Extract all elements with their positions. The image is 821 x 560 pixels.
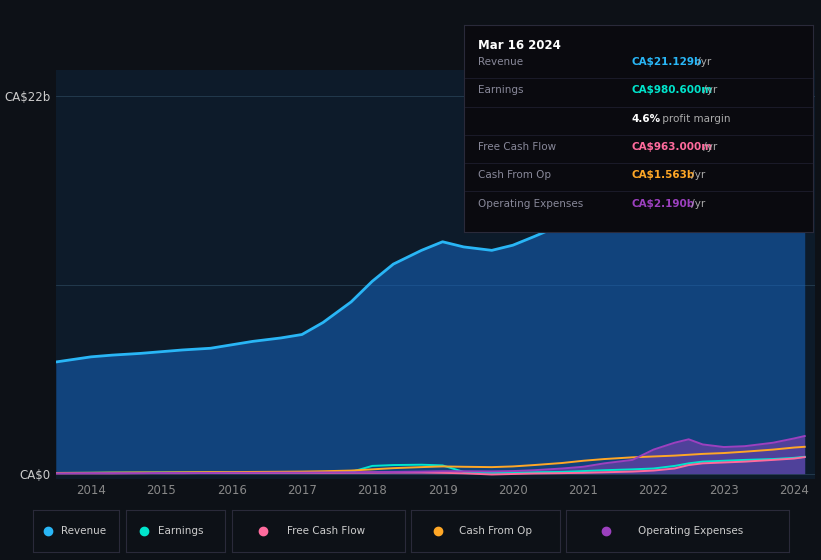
Text: Revenue: Revenue — [61, 526, 106, 535]
Text: /yr: /yr — [700, 142, 718, 152]
Text: Revenue: Revenue — [478, 57, 523, 67]
Text: Free Cash Flow: Free Cash Flow — [478, 142, 556, 152]
Text: Operating Expenses: Operating Expenses — [638, 526, 743, 535]
Text: CA$980.600m: CA$980.600m — [631, 85, 713, 95]
Text: Mar 16 2024: Mar 16 2024 — [478, 39, 561, 52]
Text: /yr: /yr — [695, 57, 712, 67]
Text: 4.6%: 4.6% — [631, 114, 660, 124]
Text: Free Cash Flow: Free Cash Flow — [287, 526, 365, 535]
Text: Earnings: Earnings — [158, 526, 203, 535]
Text: CA$2.190b: CA$2.190b — [631, 199, 695, 209]
Text: /yr: /yr — [688, 199, 705, 209]
Text: CA$1.563b: CA$1.563b — [631, 170, 695, 180]
Text: Operating Expenses: Operating Expenses — [478, 199, 583, 209]
Text: Cash From Op: Cash From Op — [459, 526, 532, 535]
Text: /yr: /yr — [700, 85, 718, 95]
Text: /yr: /yr — [688, 170, 705, 180]
Text: CA$963.000m: CA$963.000m — [631, 142, 713, 152]
Text: profit margin: profit margin — [659, 114, 731, 124]
Text: Earnings: Earnings — [478, 85, 523, 95]
Text: CA$21.129b: CA$21.129b — [631, 57, 702, 67]
Text: Cash From Op: Cash From Op — [478, 170, 551, 180]
